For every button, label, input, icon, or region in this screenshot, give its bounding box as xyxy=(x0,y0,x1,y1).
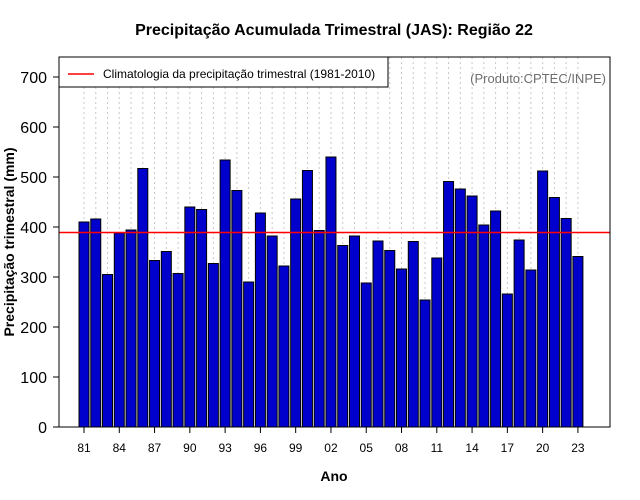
bar-2013 xyxy=(454,188,466,428)
bar-2023 xyxy=(572,256,584,428)
bar-1981 xyxy=(78,221,90,428)
bar-2015 xyxy=(478,224,490,428)
bar-2005 xyxy=(360,282,372,428)
x-tick-label: 05 xyxy=(360,441,374,455)
bar-1994 xyxy=(231,190,243,428)
bar-2008 xyxy=(396,268,408,428)
legend-label: Climatologia da precipitação trimestral … xyxy=(103,67,375,81)
bar-2002 xyxy=(325,156,337,428)
x-tick-label: 87 xyxy=(148,441,162,455)
y-axis: 0 100 200 300 400 500 600 700 xyxy=(20,70,59,437)
y-tick-label: 0 xyxy=(38,420,47,437)
bar-2017 xyxy=(501,293,513,428)
x-axis-label: Ano xyxy=(320,468,347,484)
credit-text: (Produto:CPTEC/INPE) xyxy=(470,71,606,86)
chart-title: Precipitação Acumulada Trimestral (JAS):… xyxy=(135,22,533,39)
bar-1993 xyxy=(219,159,231,428)
y-tick-label: 300 xyxy=(20,270,47,287)
x-tick-label: 14 xyxy=(465,441,479,455)
legend-box xyxy=(58,56,389,88)
y-tick-label: 500 xyxy=(20,170,47,187)
x-tick-label: 81 xyxy=(77,441,91,455)
y-tick-label: 600 xyxy=(20,120,47,137)
x-tick-label: 93 xyxy=(218,441,232,455)
y-tick-label: 200 xyxy=(20,320,47,337)
x-tick-label: 96 xyxy=(254,441,268,455)
bar-1997 xyxy=(266,235,278,428)
bar-1989 xyxy=(172,273,184,428)
x-tick-label: 90 xyxy=(183,441,197,455)
bar-2012 xyxy=(443,181,455,428)
bar-1990 xyxy=(184,206,196,428)
x-axis: 81 84 87 90 93 96 99 02 05 08 11 14 17 20 23 xyxy=(77,427,585,455)
bar-2006 xyxy=(372,240,384,428)
bar-series xyxy=(78,156,584,428)
bar-2014 xyxy=(466,195,478,428)
x-tick-label: 23 xyxy=(571,441,585,455)
bar-2009 xyxy=(407,241,419,428)
x-tick-label: 17 xyxy=(501,441,515,455)
bar-1984 xyxy=(113,232,125,428)
bar-1991 xyxy=(196,209,208,428)
bar-1987 xyxy=(149,260,161,428)
bar-2004 xyxy=(348,235,360,428)
bar-1996 xyxy=(254,212,266,428)
bar-2000 xyxy=(301,170,313,428)
x-tick-label: 02 xyxy=(324,441,338,455)
legend: Climatologia da precipitação trimestral … xyxy=(58,56,389,88)
bar-1998 xyxy=(278,265,290,428)
bar-1986 xyxy=(137,168,149,428)
bar-2019 xyxy=(525,269,537,428)
bar-2011 xyxy=(431,257,443,428)
x-tick-label: 20 xyxy=(536,441,550,455)
x-tick-label: 84 xyxy=(113,441,127,455)
bar-1995 xyxy=(243,281,255,428)
y-tick-label: 100 xyxy=(20,370,47,387)
bar-2016 xyxy=(490,210,502,428)
bar-1985 xyxy=(125,229,137,428)
bar-2018 xyxy=(513,239,525,428)
y-tick-label: 400 xyxy=(20,220,47,237)
bar-1983 xyxy=(102,274,114,428)
bar-2020 xyxy=(537,170,549,428)
bar-2010 xyxy=(419,299,431,428)
bar-2003 xyxy=(337,245,349,428)
y-tick-label: 700 xyxy=(20,70,47,87)
bar-1988 xyxy=(160,251,172,428)
x-tick-label: 08 xyxy=(395,441,409,455)
x-tick-label: 11 xyxy=(431,441,444,455)
x-tick-label: 99 xyxy=(289,441,303,455)
y-axis-label: Precipitação trimestral (mm) xyxy=(1,147,17,336)
bar-2007 xyxy=(384,250,396,428)
bar-1982 xyxy=(90,218,102,428)
bar-1992 xyxy=(207,263,219,428)
bar-2001 xyxy=(313,230,325,428)
bar-2022 xyxy=(560,218,572,428)
